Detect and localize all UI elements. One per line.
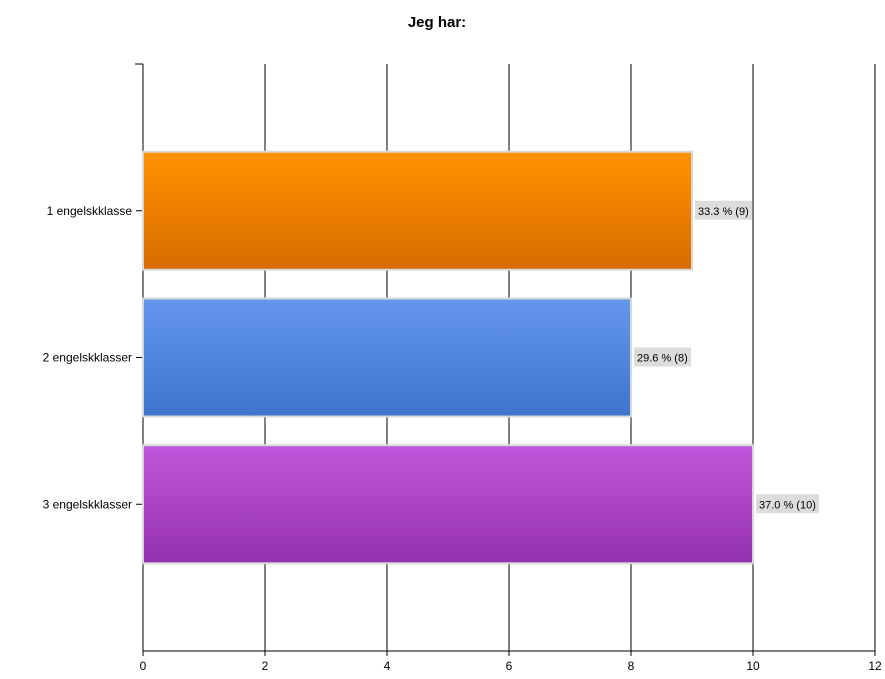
x-tick-label: 2 bbox=[262, 659, 269, 673]
bar bbox=[142, 444, 754, 565]
x-tick-label: 6 bbox=[506, 659, 513, 673]
data-label-bg bbox=[634, 347, 691, 367]
x-tick-label: 4 bbox=[384, 659, 391, 673]
data-label-bg bbox=[756, 494, 819, 514]
x-tick-label: 10 bbox=[746, 659, 760, 673]
bars bbox=[142, 150, 754, 565]
x-tick-label: 8 bbox=[628, 659, 635, 673]
bar bbox=[142, 150, 693, 271]
x-tick-label: 0 bbox=[140, 659, 147, 673]
category-label: 3 engelskklasser bbox=[43, 497, 132, 511]
labels: 1 engelskklasse 33.3 % (9) 2 engelskklasse… bbox=[43, 200, 819, 514]
bar bbox=[142, 297, 632, 418]
data-label-bg bbox=[695, 200, 752, 220]
data-label: 29.6 % (8) bbox=[637, 353, 688, 365]
category-label: 2 engelskklasser bbox=[43, 351, 132, 365]
data-label: 33.3 % (9) bbox=[698, 206, 749, 218]
chart-title: Jeg har: bbox=[408, 14, 466, 31]
category-label: 1 engelskklasse bbox=[47, 204, 133, 218]
data-label: 37.0 % (10) bbox=[759, 499, 816, 511]
x-tick-label: 12 bbox=[868, 659, 882, 673]
